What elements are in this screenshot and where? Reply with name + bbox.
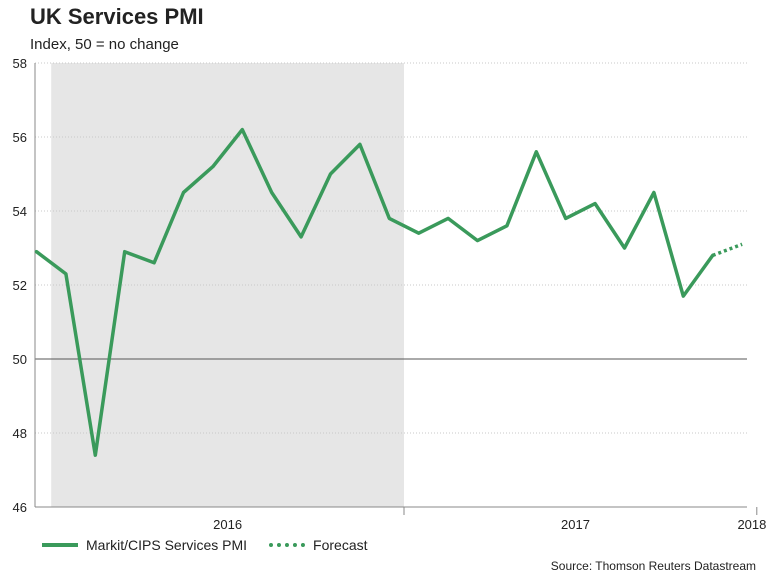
series-line-pmi bbox=[34, 127, 715, 457]
x-tick-label-2018: 2018 bbox=[737, 517, 766, 532]
chart-subtitle: Index, 50 = no change bbox=[30, 36, 179, 53]
y-tick-label-48: 48 bbox=[13, 426, 27, 441]
legend: Markit/CIPS Services PMI Forecast bbox=[42, 537, 390, 553]
y-tick-label-52: 52 bbox=[13, 278, 27, 293]
legend-solid-swatch bbox=[42, 543, 78, 547]
y-tick-label-50: 50 bbox=[13, 352, 27, 367]
legend-label-forecast: Forecast bbox=[313, 537, 368, 553]
y-tick-label-58: 58 bbox=[13, 56, 27, 71]
legend-label-pmi: Markit/CIPS Services PMI bbox=[86, 537, 248, 553]
legend-item-forecast: Forecast bbox=[269, 537, 368, 553]
legend-item-pmi: Markit/CIPS Services PMI bbox=[42, 537, 247, 553]
legend-dotted-swatch bbox=[269, 543, 306, 547]
y-tick-label-54: 54 bbox=[13, 204, 27, 219]
series-line-forecast bbox=[712, 242, 743, 258]
y-tick-label-46: 46 bbox=[13, 500, 27, 515]
chart-title: UK Services PMI bbox=[30, 4, 204, 29]
x-tick-label-2016: 2016 bbox=[213, 517, 242, 532]
y-tick-label-56: 56 bbox=[13, 130, 27, 145]
x-tick-label-2017: 2017 bbox=[561, 517, 590, 532]
source-note: Source: Thomson Reuters Datastream bbox=[550, 559, 756, 573]
